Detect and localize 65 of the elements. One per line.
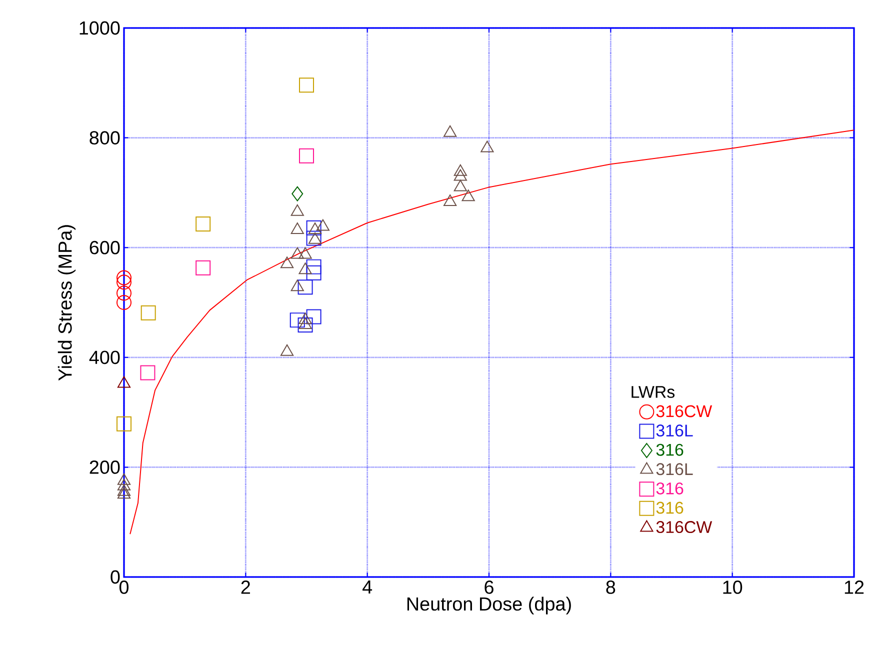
line-series xyxy=(130,130,854,535)
legend-title: LWRs xyxy=(632,386,675,398)
point xyxy=(306,259,322,274)
point xyxy=(454,180,467,192)
point xyxy=(116,286,132,301)
point xyxy=(298,318,312,330)
point xyxy=(290,222,304,234)
point xyxy=(116,274,132,290)
x-axis-title: Neutron Dose (dpa) xyxy=(407,596,571,614)
point xyxy=(116,294,132,310)
legend-label: 316CW xyxy=(656,521,712,534)
point xyxy=(116,270,132,286)
y-tick-label: 600 xyxy=(90,240,120,254)
point xyxy=(444,125,457,137)
point xyxy=(116,416,132,432)
point xyxy=(280,256,294,268)
point xyxy=(117,376,131,388)
point xyxy=(298,247,312,259)
point xyxy=(290,247,304,259)
legend-label: 316CW xyxy=(656,405,712,418)
point xyxy=(140,365,156,380)
point xyxy=(454,164,467,176)
x-tick-label: 0 xyxy=(119,580,129,594)
point xyxy=(444,194,457,206)
point xyxy=(290,204,304,216)
legend-label: 316 xyxy=(656,482,684,494)
legend-label: 316L xyxy=(656,463,693,476)
y-tick-label: 800 xyxy=(90,131,120,144)
point xyxy=(306,309,322,324)
legend-label: 316 xyxy=(656,444,684,456)
y-tick-label: 200 xyxy=(90,460,120,474)
point xyxy=(290,280,304,292)
point xyxy=(292,186,304,202)
point xyxy=(480,140,494,152)
x-tick-label: 8 xyxy=(606,580,616,594)
y-axis-title: Yield Stress (MPa) xyxy=(58,225,76,381)
point xyxy=(298,262,312,274)
point xyxy=(299,78,314,93)
point xyxy=(280,344,294,356)
point xyxy=(306,265,322,280)
legend-label: 316 xyxy=(656,502,684,514)
point xyxy=(299,148,314,164)
y-tick-label: 0 xyxy=(110,570,120,584)
x-tick-label: 2 xyxy=(241,580,250,594)
point xyxy=(462,190,475,202)
x-tick-label: 10 xyxy=(723,580,742,594)
point xyxy=(196,216,211,232)
point xyxy=(454,169,467,181)
point xyxy=(298,280,313,295)
y-tick-label: 1000 xyxy=(80,21,120,35)
point xyxy=(316,219,330,231)
point xyxy=(117,473,131,485)
point xyxy=(117,484,131,496)
point xyxy=(196,260,211,276)
x-tick-label: 6 xyxy=(484,580,494,594)
x-tick-label: 4 xyxy=(362,580,372,594)
point xyxy=(290,312,305,328)
y-tick-label: 400 xyxy=(89,350,120,364)
point xyxy=(117,478,131,490)
point xyxy=(298,312,312,324)
x-tick-label: 12 xyxy=(844,580,864,594)
point xyxy=(140,305,156,320)
point xyxy=(117,487,131,499)
legend-label: 316L xyxy=(656,424,693,437)
point xyxy=(298,318,313,333)
